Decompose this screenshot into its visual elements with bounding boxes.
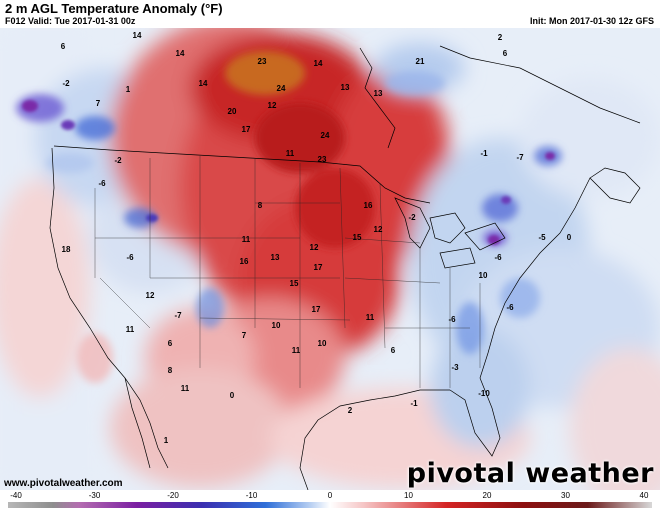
anomaly-value: 24 — [277, 84, 286, 93]
anomaly-value: -5 — [538, 233, 546, 242]
anomaly-value: -7 — [516, 153, 524, 162]
anomaly-value: -6 — [126, 253, 134, 262]
anomaly-value: 18 — [62, 245, 71, 254]
colorbar-tick-label: -20 — [167, 491, 179, 500]
anomaly-value: -1 — [410, 399, 418, 408]
anomaly-value: -2 — [62, 79, 70, 88]
anomaly-field — [0, 28, 660, 490]
colorbar-tick-label: 10 — [404, 491, 413, 500]
anomaly-value: 11 — [181, 384, 190, 393]
anomaly-value: 6 — [391, 346, 396, 355]
valid-time: F012 Valid: Tue 2017-01-31 00z — [5, 16, 136, 26]
anomaly-value: 2 — [348, 406, 353, 415]
anomaly-value: -1 — [480, 149, 488, 158]
anomaly-value: 15 — [353, 233, 362, 242]
colorbar-tick-label: 0 — [327, 491, 333, 500]
anomaly-value: 6 — [168, 339, 173, 348]
colorbar-tick-label: 30 — [561, 491, 570, 500]
anomaly-value: 14 — [314, 59, 323, 68]
anomaly-value: -10 — [478, 389, 490, 398]
anomaly-value: 17 — [312, 305, 321, 314]
temperature-anomaly-map[interactable]: 6 14 14 23 14 21 6 -2 1 7 14 24 13 13 20 12 17 24 -7 -1 -2 -6… — [0, 28, 660, 490]
anomaly-value: 6 — [61, 42, 66, 51]
colorbar — [0, 490, 660, 510]
anomaly-value: 8 — [258, 201, 263, 210]
anomaly-value: 11 — [126, 325, 135, 334]
anomaly-value: 21 — [416, 57, 425, 66]
colorbar-tick-label: -30 — [88, 491, 101, 500]
anomaly-value: 10 — [479, 271, 488, 280]
colorbar-gradient — [8, 502, 652, 508]
anomaly-value: 14 — [133, 31, 142, 40]
anomaly-value: 13 — [374, 89, 383, 98]
colorbar-tick-label: 40 — [639, 491, 649, 500]
anomaly-value: 0 — [230, 391, 235, 400]
anomaly-value: -6 — [494, 253, 502, 262]
colorbar-tick-label: 20 — [482, 491, 492, 500]
init-time: Init: Mon 2017-01-30 12z GFS — [529, 16, 654, 26]
anomaly-value: 12 — [310, 243, 319, 252]
anomaly-value: 16 — [364, 201, 373, 210]
anomaly-value: -2 — [408, 213, 416, 222]
anomaly-value: -2 — [114, 156, 122, 165]
anomaly-detail — [16, 51, 562, 383]
anomaly-value: 12 — [146, 291, 155, 300]
anomaly-value: 13 — [341, 83, 350, 92]
anomaly-value: 15 — [290, 279, 299, 288]
anomaly-value: 20 — [228, 107, 237, 116]
anomaly-value: 11 — [286, 149, 295, 158]
colorbar-tick-label: -10 — [245, 491, 258, 500]
anomaly-value: 8 — [168, 366, 173, 375]
anomaly-value: -6 — [506, 303, 514, 312]
anomaly-value: 16 — [240, 257, 249, 266]
anomaly-value: 17 — [242, 125, 251, 134]
state-lines — [94, 156, 481, 388]
anomaly-value: 24 — [321, 131, 330, 140]
anomaly-value: 1 — [126, 85, 131, 94]
anomaly-value: 11 — [366, 313, 375, 322]
anomaly-value: 0 — [567, 233, 572, 242]
anomaly-value: 13 — [271, 253, 280, 262]
anomaly-value: 14 — [199, 79, 208, 88]
anomaly-value: 1 — [164, 436, 169, 445]
anomaly-value: 23 — [318, 155, 327, 164]
anomaly-value: 2 — [498, 33, 503, 42]
anomaly-value: 12 — [268, 101, 277, 110]
map-header: 2 m AGL Temperature Anomaly (°F) F012 Va… — [0, 0, 660, 28]
anomaly-value: -6 — [98, 179, 106, 188]
anomaly-value: 10 — [272, 321, 281, 330]
map-title: 2 m AGL Temperature Anomaly (°F) — [5, 1, 223, 16]
anomaly-value: 7 — [96, 99, 101, 108]
anomaly-value: 11 — [292, 346, 301, 355]
anomaly-value: 17 — [314, 263, 323, 272]
brand-logo: pivotal weather — [406, 458, 654, 489]
site-url: www.pivotalweather.com — [4, 478, 123, 489]
anomaly-value: 12 — [374, 225, 383, 234]
anomaly-value: 23 — [258, 57, 267, 66]
anomaly-value: 10 — [318, 339, 327, 348]
anomaly-value: -7 — [174, 311, 182, 320]
anomaly-value: -6 — [448, 315, 456, 324]
cold-cores — [22, 100, 555, 245]
anomaly-value: 11 — [242, 235, 251, 244]
anomaly-value: 6 — [503, 49, 508, 58]
anomaly-value: -3 — [451, 363, 459, 372]
anomaly-value: 14 — [176, 49, 185, 58]
colorbar-tick-label: -40 — [10, 491, 22, 500]
anomaly-value: 7 — [242, 331, 247, 340]
